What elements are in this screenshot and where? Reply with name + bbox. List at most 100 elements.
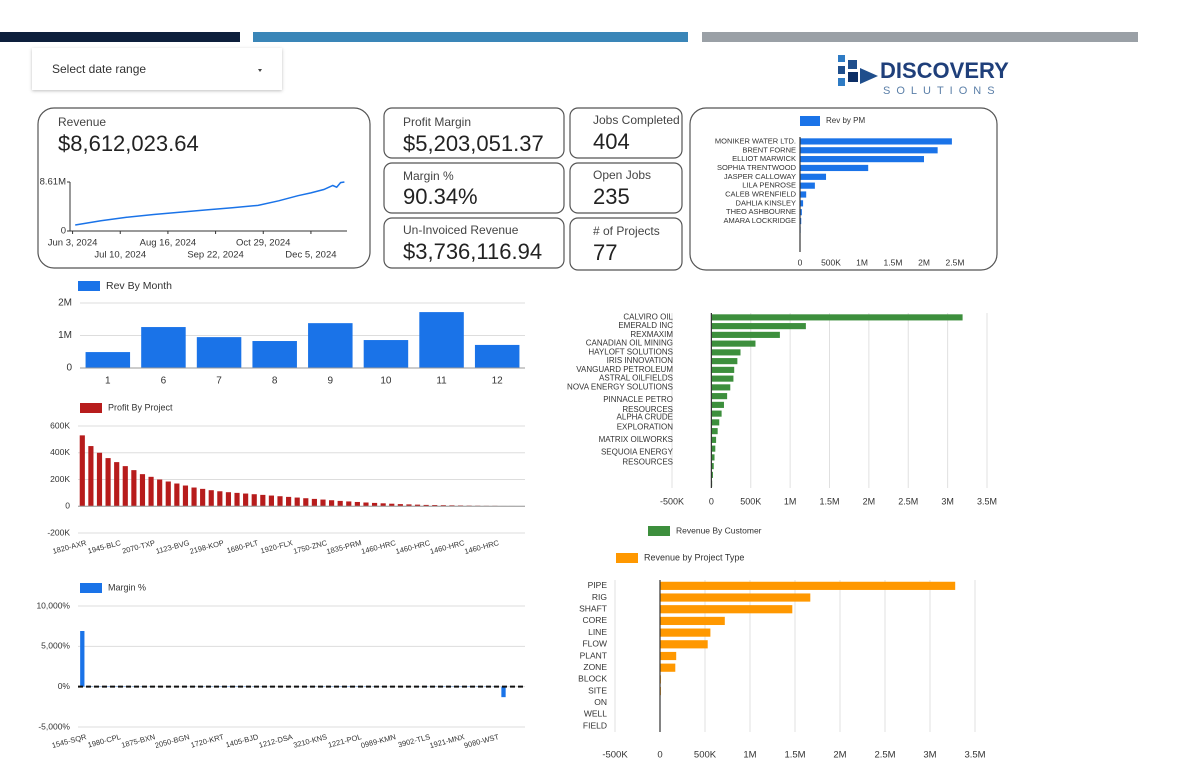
y-tick-label: PIPE: [588, 580, 608, 590]
x-tick-label: 7: [216, 376, 222, 387]
x-tick-label: 3902-TLS: [397, 732, 431, 749]
bar: [711, 384, 731, 391]
y-tick-label: -5,000%: [38, 721, 70, 731]
bar: [363, 340, 409, 368]
x-tick-label: 2M: [918, 257, 930, 267]
legend-label: Rev by PM: [826, 116, 865, 125]
y-tick-label: 10,000%: [36, 600, 70, 610]
kpi-card: Open Jobs 235: [569, 162, 683, 214]
bar: [711, 436, 717, 443]
bar: [277, 496, 283, 507]
bar: [800, 164, 869, 172]
x-tick-label: 10: [380, 376, 392, 387]
x-tick-label: Sep 22, 2024: [187, 250, 244, 261]
header-bar: [702, 32, 1138, 42]
card-title: Revenue: [58, 115, 106, 129]
bar: [660, 593, 811, 602]
y-tick-label: SITE: [588, 685, 607, 695]
bar: [660, 628, 711, 637]
date-picker-box[interactable]: [32, 48, 282, 90]
bar: [711, 314, 963, 321]
y-tick-label: NOVA ENERGY SOLUTIONS: [567, 382, 673, 391]
bar: [440, 505, 446, 507]
y-tick-label: ELLIOT MARWICK: [732, 154, 796, 163]
bar: [800, 173, 827, 180]
x-tick-label: 0989-KMN: [360, 732, 397, 750]
bar: [711, 463, 714, 470]
y-tick-label: ON: [594, 697, 607, 707]
y-tick-label: 0%: [58, 681, 71, 691]
bar: [660, 640, 708, 649]
bar: [800, 209, 802, 216]
y-tick-label: WELL: [584, 709, 607, 719]
legend-swatch: [800, 116, 820, 126]
revenue-line: [75, 181, 345, 226]
x-tick-label: 1875-BXN: [120, 732, 156, 750]
bar: [308, 323, 353, 368]
kpi-label: Open Jobs: [593, 168, 651, 182]
bar: [660, 581, 956, 590]
bar: [182, 485, 189, 507]
bar: [148, 476, 154, 507]
bar: [711, 323, 806, 330]
kpi-card: Jobs Completed 404: [569, 107, 683, 159]
bar: [200, 488, 206, 507]
kpi-box: [383, 217, 565, 269]
y-tick-label: ZONE: [583, 662, 607, 672]
x-tick-label: 1921-MNX: [429, 732, 466, 750]
y-tick-label: RIG: [592, 592, 607, 602]
kpi-value: $3,736,116.94: [403, 239, 542, 264]
x-tick-label: -500K: [602, 750, 628, 761]
y-tick-label: EMERALD INC: [618, 321, 673, 330]
bar: [174, 483, 180, 507]
y-tick-label: JASPER CALLOWAY: [724, 172, 796, 181]
bar: [414, 504, 421, 507]
bar: [252, 341, 297, 368]
bar: [260, 494, 266, 507]
dropdown-caret[interactable]: [258, 69, 262, 72]
x-tick-label: 3.5M: [977, 496, 997, 506]
x-tick-label: 1212-DSA: [258, 732, 294, 750]
y-tick-label: FIELD: [583, 720, 607, 730]
kpi-box: [569, 217, 683, 271]
bar: [800, 147, 938, 154]
y-tick-label: THEO ASHBOURNE: [726, 207, 796, 216]
y-tick-label: DAHLIA KINSLEY: [736, 198, 796, 207]
x-tick-label: Dec 5, 2024: [285, 250, 336, 261]
bar: [711, 331, 780, 338]
logo-icon: [838, 78, 845, 86]
logo-icon: [838, 55, 845, 62]
bar: [320, 499, 326, 507]
bar: [294, 497, 300, 507]
x-tick-label: 1123-BVG: [155, 538, 191, 556]
x-tick-label: 2.5M: [874, 750, 895, 761]
bar: [474, 344, 520, 368]
logo-name: DISCOVERY: [880, 58, 1009, 83]
bar: [191, 487, 197, 507]
x-tick-label: 1M: [784, 496, 797, 506]
bar: [711, 393, 728, 400]
bar: [88, 446, 94, 507]
bar: [165, 481, 171, 507]
kpi-value: $5,203,051.37: [403, 131, 544, 156]
header-bar: [253, 32, 688, 42]
y-tick-label: HAYLOFT SOLUTIONS: [588, 347, 673, 356]
x-tick-label: 3.5M: [964, 750, 985, 761]
x-tick-label: 3210-KNS: [292, 732, 328, 750]
bar: [354, 501, 360, 507]
x-tick-label: Jul 10, 2024: [94, 250, 146, 261]
kpi-label: Margin %: [403, 169, 454, 183]
bar: [311, 498, 317, 507]
date-picker[interactable]: Select date range: [32, 48, 282, 90]
bar: [217, 491, 223, 507]
date-picker-label[interactable]: Select date range: [52, 62, 146, 76]
x-tick-label: 9080-WST: [463, 732, 500, 750]
y-tick-label: MONIKER WATER LTD.: [715, 136, 796, 145]
y-tick-label: CALEB WRENFIELD: [725, 189, 796, 198]
y-tick-label: FLOW: [582, 639, 607, 649]
x-tick-label: 12: [492, 376, 504, 387]
y-tick-label: 1M: [58, 330, 72, 341]
bar: [800, 200, 804, 207]
bar: [501, 686, 506, 698]
